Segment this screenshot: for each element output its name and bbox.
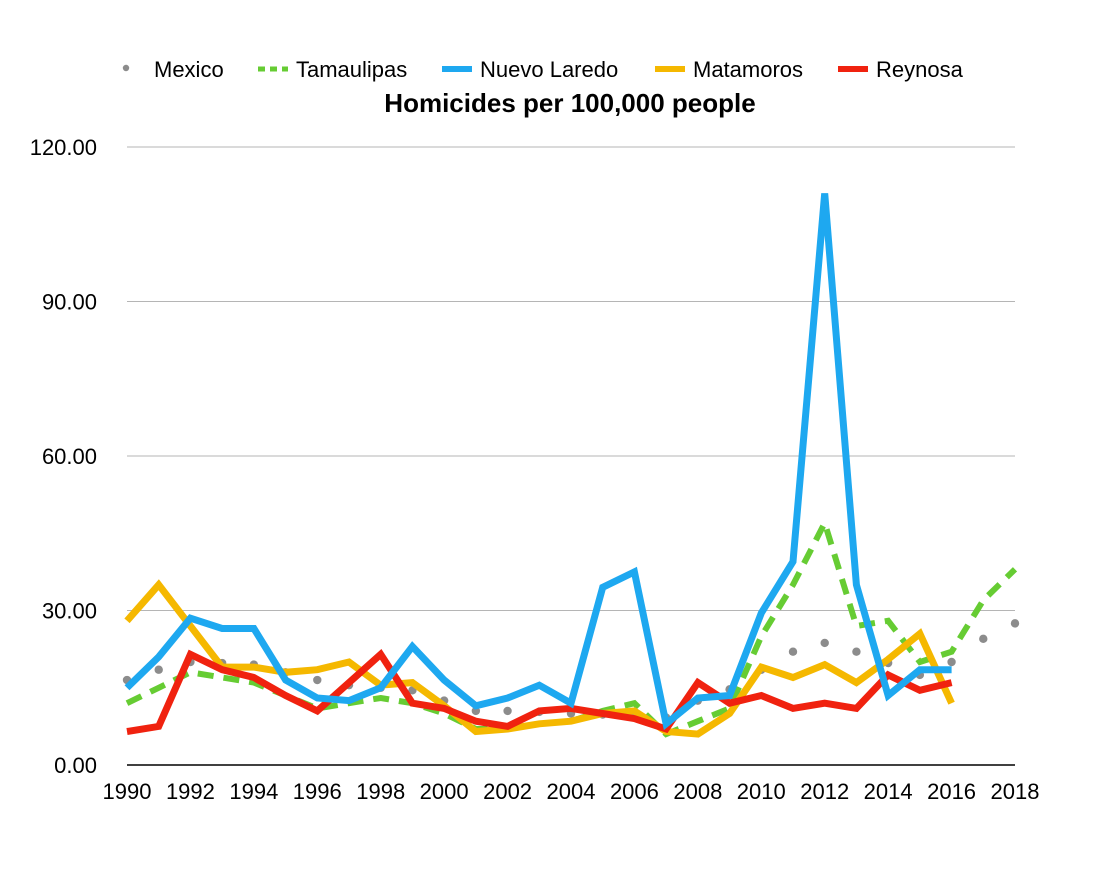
data-point-mexico (979, 634, 988, 644)
x-tick-label: 2018 (991, 779, 1040, 804)
data-point-mexico (313, 675, 322, 685)
y-tick-label: 60.00 (42, 444, 97, 469)
series-layer (122, 193, 1020, 738)
data-point-mexico (503, 706, 512, 716)
legend-item-nuevo-laredo: Nuevo Laredo (442, 57, 618, 82)
legend: Mexico Tamaulipas Nuevo Laredo Matamoros Rey… (122, 57, 964, 82)
x-tick-label: 2000 (420, 779, 469, 804)
legend-label: Nuevo Laredo (480, 57, 618, 82)
series-line-reynosa (126, 648, 953, 735)
x-tick-label: 2004 (547, 779, 596, 804)
x-tick-label: 1992 (166, 779, 215, 804)
legend-label: Tamaulipas (296, 57, 407, 82)
series-line-matamoros (124, 579, 955, 738)
legend-item-matamoros: Matamoros (655, 57, 803, 82)
chart-title: Homicides per 100,000 people (384, 88, 755, 118)
series-matamoros (124, 579, 955, 738)
x-tick-label: 1996 (293, 779, 342, 804)
legend-label: Mexico (154, 57, 224, 82)
series-reynosa (126, 648, 953, 735)
series-line-nuevo-laredo (124, 193, 952, 731)
data-point-mexico (820, 638, 829, 648)
x-tick-label: 2008 (673, 779, 722, 804)
x-tick-label: 1998 (356, 779, 405, 804)
y-tick-label: 30.00 (42, 599, 97, 624)
x-tick-label: 1994 (229, 779, 278, 804)
data-point-mexico (154, 665, 163, 674)
x-tick-label: 2002 (483, 779, 532, 804)
y-axis: 0.00 30.00 60.00 90.00 120.00 (30, 135, 97, 778)
x-tick-label: 2016 (927, 779, 976, 804)
legend-item-mexico: Mexico (122, 57, 224, 82)
series-nuevo-laredo (124, 193, 952, 731)
data-point-mexico (947, 657, 956, 667)
x-tick-label: 2006 (610, 779, 659, 804)
x-tick-label: 2012 (800, 779, 849, 804)
legend-label: Reynosa (876, 57, 964, 82)
y-tick-label: 0.00 (54, 753, 97, 778)
legend-label: Matamoros (693, 57, 803, 82)
data-point-mexico (1010, 619, 1020, 628)
x-tick-label: 2010 (737, 779, 786, 804)
y-tick-label: 90.00 (42, 290, 97, 315)
x-tick-label: 1990 (103, 779, 152, 804)
x-axis: 1990 1992 1994 1996 1998 2000 2002 2004 2006 2008… (103, 779, 1040, 804)
data-point-mexico (788, 647, 798, 656)
legend-swatch (122, 64, 130, 72)
legend-item-reynosa: Reynosa (838, 57, 964, 82)
data-point-mexico (852, 647, 861, 656)
gridlines (127, 146, 1015, 766)
legend-item-tamaulipas: Tamaulipas (258, 57, 407, 82)
y-tick-label: 120.00 (30, 135, 97, 160)
x-tick-label: 2014 (864, 779, 913, 804)
